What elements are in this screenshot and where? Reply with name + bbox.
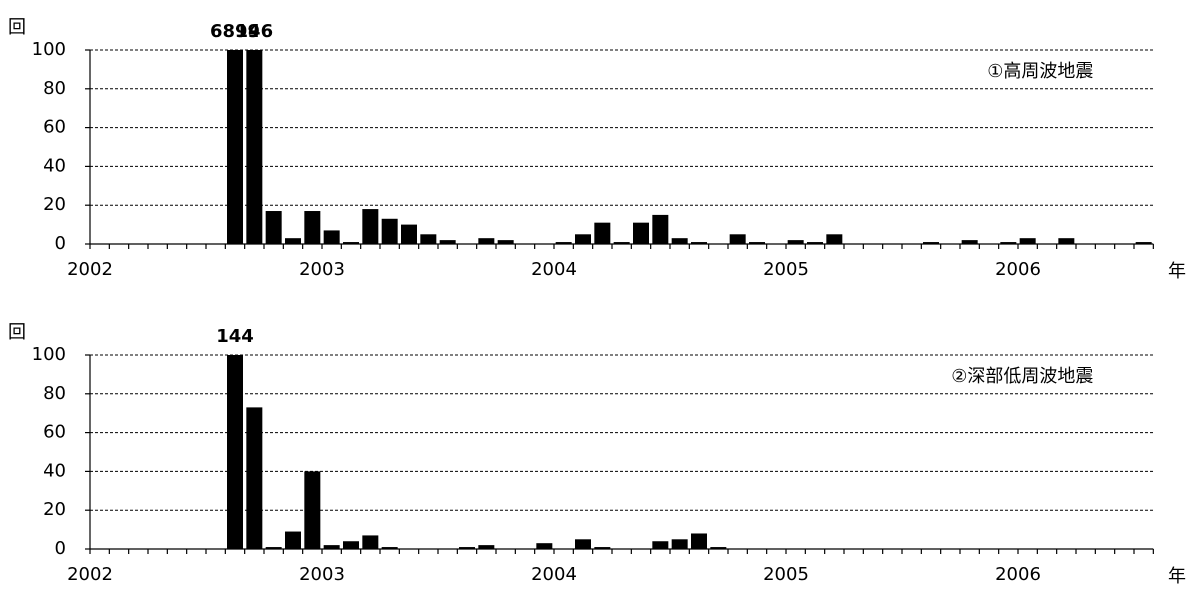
bar bbox=[787, 240, 804, 244]
bar bbox=[1135, 242, 1152, 244]
y-unit-label: 回 bbox=[8, 17, 26, 38]
bar bbox=[536, 543, 553, 549]
bar bbox=[671, 539, 688, 549]
annotation: ①高周波地震 bbox=[987, 61, 1093, 82]
bar bbox=[633, 222, 649, 244]
y-tick-label: 0 bbox=[55, 538, 66, 559]
bar bbox=[671, 238, 688, 244]
bar bbox=[227, 355, 243, 549]
bar bbox=[1000, 242, 1017, 244]
bar bbox=[420, 234, 437, 244]
y-tick-label: 20 bbox=[43, 194, 66, 215]
bar bbox=[749, 242, 765, 244]
bar bbox=[323, 230, 340, 244]
x-unit-label: 年 bbox=[1168, 566, 1186, 587]
annotation: ②深部低周波地震 bbox=[951, 366, 1093, 387]
bar bbox=[478, 545, 495, 549]
y-tick-label: 100 bbox=[32, 344, 66, 365]
bar bbox=[1058, 238, 1075, 244]
bar bbox=[478, 238, 495, 244]
x-tick-label: 2004 bbox=[531, 564, 577, 585]
bar bbox=[343, 242, 359, 244]
data-label: 144 bbox=[216, 326, 254, 347]
y-tick-label: 20 bbox=[43, 499, 66, 520]
x-tick-label: 2004 bbox=[531, 259, 577, 280]
x-tick-label: 2006 bbox=[995, 564, 1041, 585]
bar bbox=[459, 547, 475, 549]
bar bbox=[381, 547, 398, 549]
bar bbox=[362, 535, 379, 549]
data-label: 146 bbox=[236, 21, 274, 42]
y-tick-label: 0 bbox=[55, 233, 66, 254]
bar bbox=[381, 218, 398, 244]
y-tick-label: 60 bbox=[43, 422, 66, 443]
y-tick-label: 80 bbox=[43, 78, 66, 99]
bar bbox=[710, 547, 727, 549]
x-unit-label: 年 bbox=[1168, 261, 1186, 282]
bar bbox=[227, 50, 243, 244]
bar bbox=[961, 240, 978, 244]
bar bbox=[613, 242, 630, 244]
bar bbox=[323, 545, 340, 549]
bar bbox=[246, 50, 263, 244]
bar bbox=[575, 539, 591, 549]
x-tick-label: 2006 bbox=[995, 259, 1041, 280]
bar bbox=[343, 541, 359, 549]
bar bbox=[594, 547, 611, 549]
bar bbox=[304, 211, 321, 244]
bar bbox=[691, 242, 707, 244]
data-label: 6899 bbox=[210, 21, 260, 42]
bar bbox=[826, 234, 843, 244]
bar bbox=[246, 407, 263, 549]
y-unit-label: 回 bbox=[8, 322, 26, 343]
bar bbox=[555, 242, 572, 244]
bar bbox=[439, 240, 456, 244]
bar bbox=[729, 234, 746, 244]
bar bbox=[304, 471, 321, 549]
bar bbox=[691, 533, 707, 549]
y-tick-label: 40 bbox=[43, 460, 66, 481]
bar bbox=[1019, 238, 1036, 244]
bars bbox=[227, 50, 1152, 244]
bar bbox=[652, 214, 669, 244]
y-tick-label: 40 bbox=[43, 155, 66, 176]
bar bbox=[285, 531, 301, 549]
bar bbox=[807, 242, 823, 244]
y-tick-label: 100 bbox=[32, 39, 66, 60]
x-tick-label: 2005 bbox=[763, 259, 809, 280]
x-tick-label: 2005 bbox=[763, 564, 809, 585]
bar bbox=[285, 238, 301, 244]
bar bbox=[497, 240, 514, 244]
x-tick-label: 2002 bbox=[67, 564, 113, 585]
bar bbox=[594, 222, 611, 244]
bar bbox=[265, 211, 282, 244]
y-tick-label: 60 bbox=[43, 117, 66, 138]
x-tick-label: 2002 bbox=[67, 259, 113, 280]
x-tick-label: 2003 bbox=[299, 564, 345, 585]
bars bbox=[227, 355, 727, 549]
bar bbox=[652, 541, 669, 549]
bar bbox=[265, 547, 282, 549]
y-tick-label: 80 bbox=[43, 383, 66, 404]
bar bbox=[575, 234, 591, 244]
bar bbox=[401, 224, 417, 244]
bar bbox=[362, 209, 379, 244]
bar bbox=[923, 242, 939, 244]
x-tick-label: 2003 bbox=[299, 259, 345, 280]
